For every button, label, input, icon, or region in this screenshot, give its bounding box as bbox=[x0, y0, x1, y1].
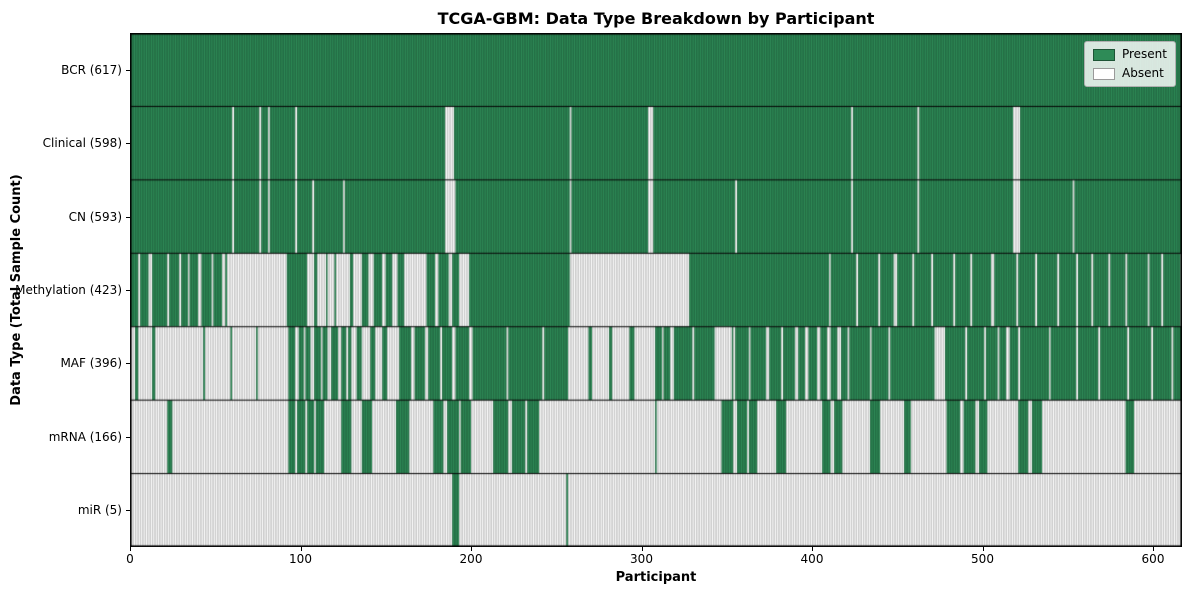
y-tick-mark bbox=[126, 216, 130, 218]
y-tick-label: mRNA (166) bbox=[48, 429, 122, 444]
y-tick-mark bbox=[126, 510, 130, 512]
x-tick-mark bbox=[1153, 547, 1154, 551]
x-tick-mark bbox=[130, 547, 131, 551]
x-tick-label: 0 bbox=[126, 552, 134, 566]
y-tick-label: CN (593) bbox=[68, 209, 122, 224]
y-tick-label: MAF (396) bbox=[60, 356, 122, 371]
y-tick-mark bbox=[126, 290, 130, 291]
x-tick-label: 600 bbox=[1141, 552, 1165, 566]
y-tick-label: BCR (617) bbox=[61, 62, 122, 77]
chart-title: TCGA-GBM: Data Type Breakdown by Partici… bbox=[437, 9, 875, 28]
x-tick-label: 200 bbox=[459, 552, 483, 566]
absent-swatch-icon bbox=[1093, 67, 1115, 80]
legend-label-absent: Absent bbox=[1122, 66, 1164, 80]
legend: Present Absent bbox=[1084, 41, 1176, 87]
legend-item-absent: Absent bbox=[1093, 67, 1167, 80]
y-tick-label: miR (5) bbox=[77, 503, 122, 518]
plot-area bbox=[130, 33, 1182, 547]
x-tick-label: 100 bbox=[289, 552, 312, 566]
legend-item-present: Present bbox=[1093, 48, 1167, 61]
x-axis-label: Participant bbox=[615, 570, 697, 585]
y-tick-mark bbox=[126, 436, 130, 438]
y-tick-label: Clinical (598) bbox=[42, 136, 122, 151]
y-tick-label: Methylation (423) bbox=[15, 283, 122, 297]
x-tick-label: 300 bbox=[630, 552, 653, 566]
y-tick-mark bbox=[126, 69, 130, 71]
present-swatch-icon bbox=[1093, 48, 1115, 61]
x-tick-mark bbox=[812, 547, 813, 551]
x-tick-label: 400 bbox=[800, 552, 824, 566]
x-tick-mark bbox=[641, 547, 643, 551]
x-tick-label: 500 bbox=[971, 552, 994, 566]
y-tick-mark bbox=[126, 363, 130, 365]
x-tick-mark bbox=[300, 547, 302, 551]
y-tick-mark bbox=[126, 143, 130, 145]
x-tick-mark bbox=[982, 547, 984, 551]
x-tick-mark bbox=[471, 547, 472, 551]
heatmap-canvas bbox=[130, 33, 1182, 547]
legend-label-present: Present bbox=[1121, 47, 1167, 61]
